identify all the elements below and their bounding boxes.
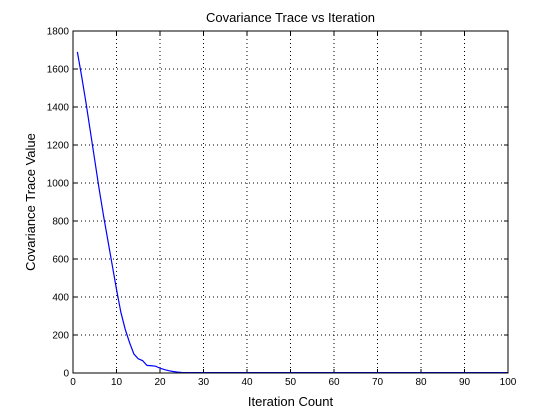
y-tick-label: 1400	[47, 103, 70, 114]
x-axis-label: Iteration Count	[248, 394, 334, 409]
x-tick-labels: 0 10 20 30 40 50 60 70 80 90 100	[70, 377, 517, 388]
x-tick-label: 40	[241, 377, 253, 388]
y-tick-labels: 0 200 400 600 800 1000 1200 1400 1600 1800	[47, 27, 70, 380]
y-axis-label: Covariance Trace Value	[23, 133, 38, 271]
x-tick-label: 50	[285, 377, 297, 388]
x-tick-label: 20	[154, 377, 166, 388]
y-tick-label: 1000	[47, 179, 70, 190]
x-tick-label: 80	[415, 377, 427, 388]
y-tick-label: 1800	[47, 27, 70, 38]
plot-frame-border	[72, 30, 509, 374]
x-tick-label: 70	[372, 377, 384, 388]
y-tick-label: 200	[52, 331, 69, 342]
x-tick-label: 30	[198, 377, 210, 388]
x-tick-label: 90	[459, 377, 471, 388]
chart-title: Covariance Trace vs Iteration	[206, 10, 375, 25]
x-tick-label: 100	[500, 377, 517, 388]
y-tick-label: 0	[63, 369, 69, 380]
x-tick-label: 60	[328, 377, 340, 388]
y-tick-label: 1600	[47, 65, 70, 76]
x-tick-label: 0	[70, 377, 76, 388]
grid-lines	[73, 31, 508, 373]
plot-area	[72, 30, 509, 374]
y-tick-label: 800	[52, 217, 69, 228]
y-tick-label: 1200	[47, 141, 70, 152]
x-tick-label: 10	[111, 377, 123, 388]
y-tick-label: 600	[52, 255, 69, 266]
y-tick-label: 400	[52, 293, 69, 304]
